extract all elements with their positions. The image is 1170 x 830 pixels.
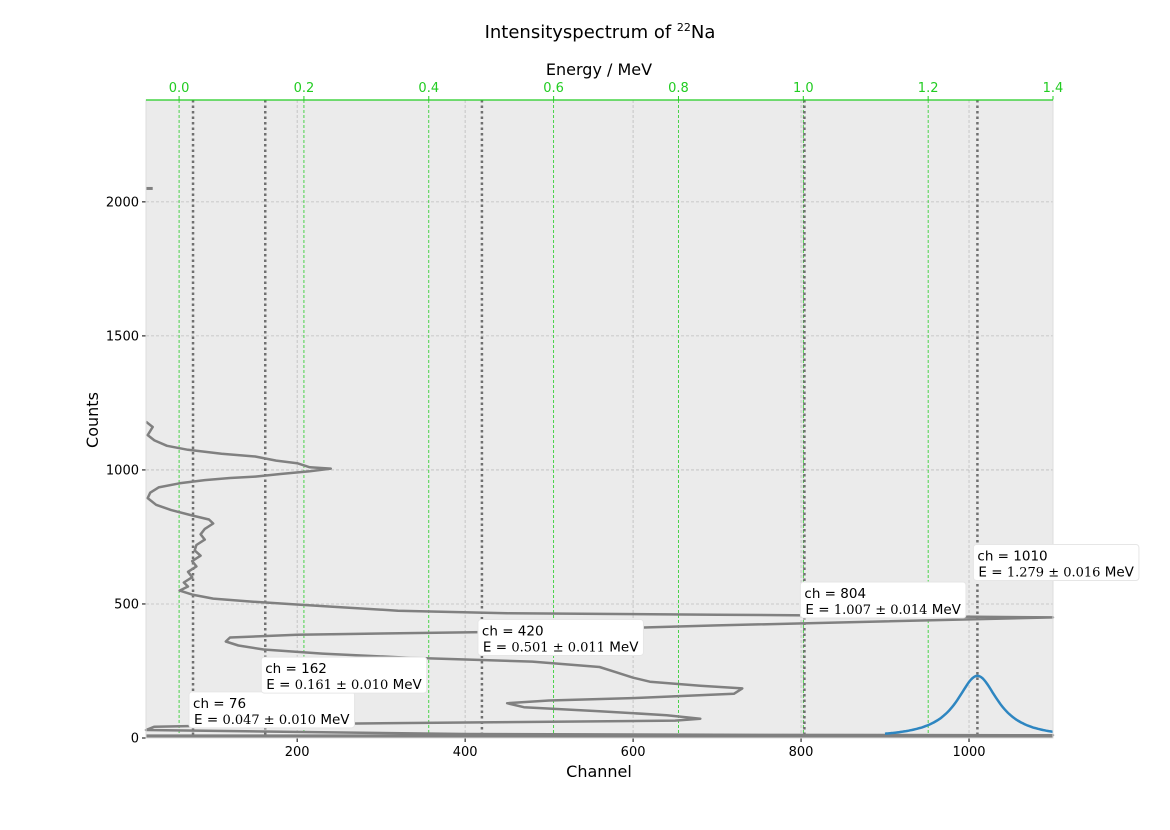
peak-channel-label: ch = 420 xyxy=(482,624,544,640)
peak-energy-unit: MeV xyxy=(605,640,639,656)
title-superscript: 22 xyxy=(677,21,691,34)
y-tick-label: 500 xyxy=(114,597,139,612)
peak-energy-prefix: E = xyxy=(805,602,833,618)
peak-energy-unit: MeV xyxy=(316,712,350,728)
y-axis-label: Counts xyxy=(83,392,102,448)
peak-energy-prefix: E = xyxy=(194,712,222,728)
peak-energy-value: 0.501 ± 0.011 xyxy=(511,641,605,656)
peak-energy-unit: MeV xyxy=(1100,564,1134,580)
energy-tick-label: 0.4 xyxy=(418,81,439,96)
peak-energy-prefix: E = xyxy=(483,640,511,656)
y-tick-label: 2000 xyxy=(106,195,139,210)
spectrum-line xyxy=(144,420,1055,738)
energy-tick-label: 1.0 xyxy=(793,81,814,96)
peak-channel-label: ch = 162 xyxy=(265,661,327,677)
plot-area: 0 500 1000 1500 2000 200 400 600 800 1000 0.0 0.2 0.… xyxy=(106,81,1140,760)
title-prefix: Intensityspectrum of xyxy=(485,22,677,43)
x-tick-label: 800 xyxy=(789,745,814,760)
energy-tick-label: 1.4 xyxy=(1043,81,1064,96)
peak-annotation: ch = 76E = 0.047 ± 0.010 MeV xyxy=(188,691,356,729)
x-axis-label: Channel xyxy=(566,762,632,781)
peak-energy-value: 1.279 ± 0.016 xyxy=(1007,565,1101,580)
peak-energy-label: E = 1.007 ± 0.014 MeV xyxy=(805,602,961,618)
x-tick-label: 200 xyxy=(285,745,310,760)
x-tick-label: 400 xyxy=(453,745,478,760)
peak-energy-value: 1.007 ± 0.014 xyxy=(834,603,928,618)
peak-energy-unit: MeV xyxy=(927,602,961,618)
top-axis-label: Energy / MeV xyxy=(546,60,652,79)
y-tick-label: 0 xyxy=(131,732,139,747)
peak-energy-label: E = 0.047 ± 0.010 MeV xyxy=(194,712,350,728)
y-tick-label: 1000 xyxy=(106,463,139,478)
chart-title: Intensityspectrum of 22Na xyxy=(485,21,716,43)
energy-tick-label: 1.2 xyxy=(918,81,939,96)
peak-energy-prefix: E = xyxy=(978,564,1006,580)
title-suffix: Na xyxy=(691,22,716,43)
fit-curve xyxy=(884,674,1054,735)
peak-annotation-box xyxy=(260,656,428,694)
energy-tick-label: 0.0 xyxy=(169,81,190,96)
peak-energy-label: E = 1.279 ± 0.016 MeV xyxy=(978,564,1134,580)
peak-energy-label: E = 0.501 ± 0.011 MeV xyxy=(483,640,639,656)
peak-energy-value: 0.161 ± 0.010 xyxy=(295,678,389,693)
peak-energy-value: 0.047 ± 0.010 xyxy=(222,713,316,728)
peak-channel-label: ch = 76 xyxy=(193,696,246,712)
x-tick-label: 600 xyxy=(621,745,646,760)
peak-channel-label: ch = 1010 xyxy=(977,548,1047,564)
peak-annotation-box xyxy=(972,543,1140,581)
x-tick-label: 1000 xyxy=(952,745,985,760)
peak-energy-label: E = 0.161 ± 0.010 MeV xyxy=(266,677,422,693)
peak-annotation-box xyxy=(799,581,967,619)
energy-tick-label: 0.2 xyxy=(294,81,315,96)
y-tick-label: 1500 xyxy=(106,329,139,344)
energy-tick-label: 0.8 xyxy=(668,81,689,96)
peak-annotation-box xyxy=(477,619,644,657)
peak-energy-prefix: E = xyxy=(266,677,294,693)
peak-energy-unit: MeV xyxy=(388,677,422,693)
peak-channel-label: ch = 804 xyxy=(804,586,866,602)
energy-tick-label: 0.6 xyxy=(543,81,564,96)
